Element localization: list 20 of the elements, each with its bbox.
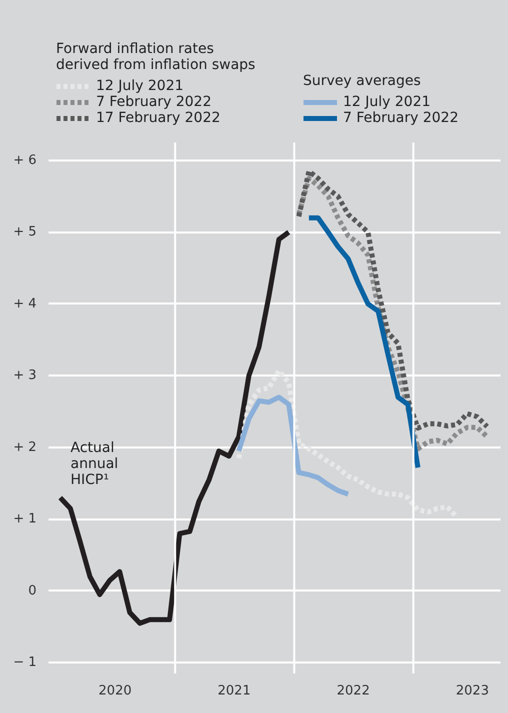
legend-title: Forward inflation rates derived from inflation swaps xyxy=(56,41,256,73)
y-tick-label: + 2 xyxy=(13,440,36,455)
y-tick-label: + 3 xyxy=(13,368,36,384)
y-tick-label: + 6 xyxy=(13,152,36,168)
x-tick-label: 2021 xyxy=(218,684,251,698)
y-tick-label: + 5 xyxy=(13,224,36,240)
annotation: Actual annual HICP¹ xyxy=(70,440,118,488)
y-tick-label: − 1 xyxy=(13,655,36,670)
legend-label: 17 February 2022 xyxy=(96,110,220,126)
legend-label: 12 July 2021 xyxy=(96,78,184,94)
legend-label: 12 July 2021 xyxy=(343,94,431,110)
x-tick-label: 2023 xyxy=(456,684,489,698)
text: Survey averages xyxy=(303,73,422,89)
y-tick-label: 0 xyxy=(28,583,37,598)
y-tick-label: + 4 xyxy=(13,296,36,312)
x-tick-label: 2020 xyxy=(98,684,132,698)
y-tick-label: + 1 xyxy=(13,512,36,527)
legend-label: 7 February 2022 xyxy=(96,94,212,110)
x-tick-label: 2022 xyxy=(336,684,370,698)
legend-label: 7 February 2022 xyxy=(343,110,458,126)
